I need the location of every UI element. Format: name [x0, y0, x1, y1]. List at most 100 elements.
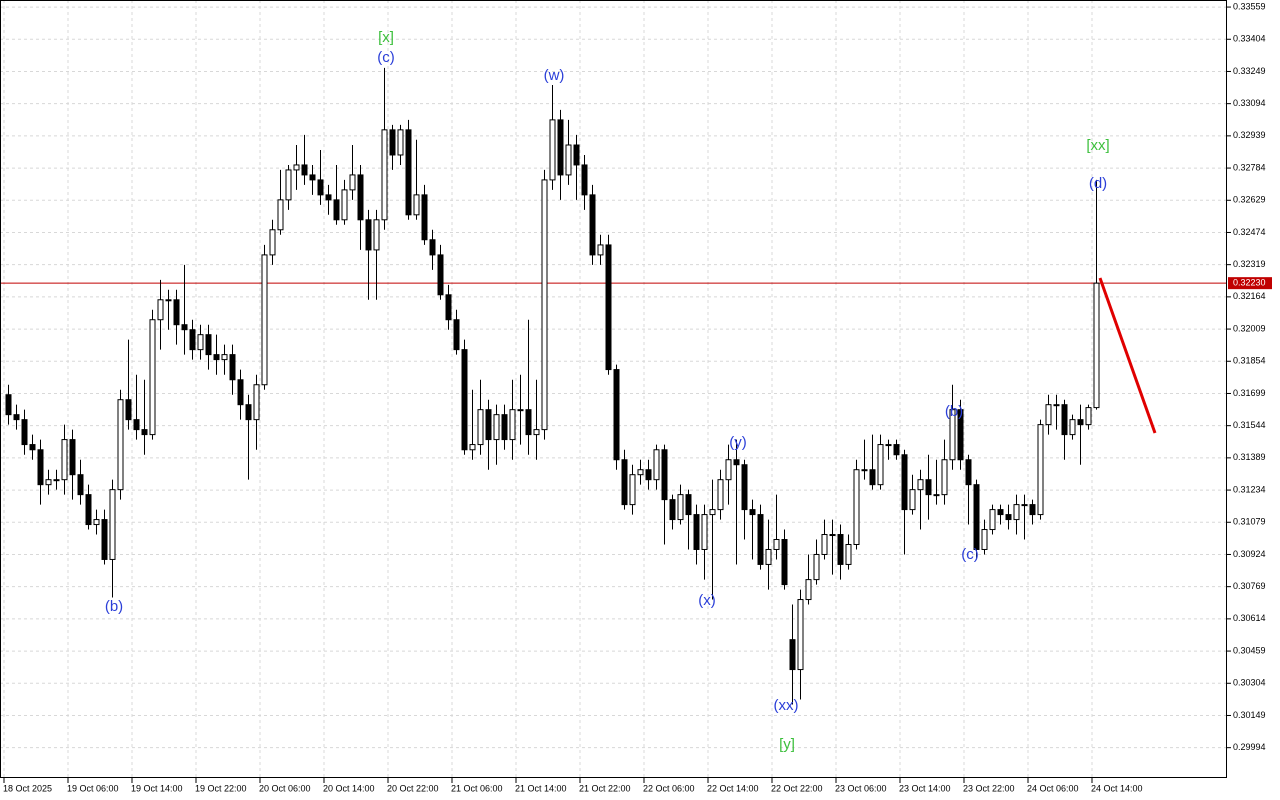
candle-body: [685, 494, 692, 516]
candle-body: [213, 354, 220, 361]
candle-body: [429, 239, 436, 256]
candle-body: [317, 179, 324, 196]
candle-body: [229, 354, 236, 381]
x-tick-label: 21 Oct 06:00: [451, 783, 503, 793]
candle-body: [173, 299, 180, 326]
candle-body: [365, 219, 372, 251]
y-tick-label: 0.31699: [1233, 388, 1266, 398]
candle-body: [949, 409, 956, 461]
candle-body: [53, 479, 60, 482]
candle-body: [717, 479, 724, 511]
candles: [5, 67, 1100, 705]
candle-body: [917, 479, 924, 491]
candle-body: [5, 394, 12, 416]
candle-body: [629, 474, 636, 506]
candle-body: [285, 169, 292, 201]
candle-body: [573, 144, 580, 166]
x-tick-label: 21 Oct 22:00: [579, 783, 631, 793]
candle-body: [909, 489, 916, 511]
candle-body: [453, 319, 460, 351]
y-tick-label: 0.32164: [1233, 291, 1266, 301]
candle-body: [269, 229, 276, 256]
wave-label: (b): [945, 403, 963, 420]
candle-body: [381, 129, 388, 221]
candle-body: [1085, 407, 1092, 426]
candle-body: [893, 444, 900, 456]
x-tick-label: 19 Oct 22:00: [195, 783, 247, 793]
y-tick-label: 0.31079: [1233, 517, 1266, 527]
wave-label: (d): [1089, 175, 1107, 192]
candle-body: [845, 543, 852, 565]
candle-body: [21, 419, 28, 446]
wave-label: (b): [105, 598, 123, 615]
y-tick-label: 0.32784: [1233, 162, 1266, 172]
candle-body: [589, 194, 596, 256]
candle-body: [581, 164, 588, 196]
candle-body: [701, 514, 708, 550]
candle-body: [517, 409, 524, 412]
candle-body: [1013, 504, 1020, 521]
candle-body: [149, 319, 156, 436]
candle-body: [165, 299, 172, 302]
candle-body: [333, 199, 340, 221]
candle-body: [637, 469, 644, 476]
candle-body: [973, 484, 980, 550]
candle-body: [621, 459, 628, 506]
candle-body: [349, 174, 356, 191]
y-tick-label: 0.30924: [1233, 549, 1266, 559]
y-tick-label: 0.33249: [1233, 66, 1266, 76]
candle-body: [325, 194, 332, 201]
candle-body: [357, 174, 364, 221]
x-tick-label: 22 Oct 14:00: [707, 783, 759, 793]
candle-body: [709, 509, 716, 516]
x-tick-label: 23 Oct 06:00: [835, 783, 887, 793]
candle-body: [725, 459, 732, 481]
x-tick-label: 20 Oct 14:00: [323, 783, 375, 793]
labels: 0.33559 0.33404 0.33249 0.33094 0.32939 0.327…: [3, 1, 1272, 793]
candle-body: [925, 479, 932, 496]
candle-body: [805, 579, 812, 601]
candle-body: [773, 539, 780, 550]
candle-body: [813, 553, 820, 581]
candle-body: [541, 179, 548, 431]
candle-body: [125, 399, 132, 421]
y-tick-label: 0.31854: [1233, 356, 1266, 366]
candle-body: [749, 509, 756, 516]
x-tick-label: 23 Oct 14:00: [899, 783, 951, 793]
candle-body: [69, 439, 76, 476]
candle-body: [1069, 419, 1076, 436]
candle-body: [261, 254, 268, 386]
candle-body: [1053, 404, 1060, 407]
candle-body: [1037, 424, 1044, 516]
x-tick-label: 20 Oct 06:00: [259, 783, 311, 793]
candle-body: [221, 354, 228, 361]
candle-body: [309, 174, 316, 181]
candle-body: [197, 334, 204, 351]
candle-body: [413, 194, 420, 216]
candle-body: [741, 464, 748, 511]
plot-frame: [0, 0, 1227, 778]
x-tick-label: 23 Oct 22:00: [963, 783, 1015, 793]
wave-label: (y): [729, 434, 747, 451]
candle-body: [885, 444, 892, 447]
candle-body: [493, 414, 500, 441]
y-tick-label: 0.32319: [1233, 259, 1266, 269]
candle-body: [485, 409, 492, 441]
candle-body: [133, 419, 140, 431]
candle-body: [141, 429, 148, 436]
y-tick-label: 0.31389: [1233, 452, 1266, 462]
candle-body: [501, 414, 508, 441]
candle-body: [861, 469, 868, 472]
wave-label: (x): [698, 592, 716, 609]
y-tick-label: 0.32939: [1233, 130, 1266, 140]
candle-body: [1029, 504, 1036, 516]
y-tick-label: 0.33094: [1233, 98, 1266, 108]
wave-label: (c): [961, 546, 979, 563]
candle-body: [525, 409, 532, 436]
candle-body: [1045, 404, 1052, 426]
candle-body: [781, 539, 788, 586]
x-tick-label: 22 Oct 06:00: [643, 783, 695, 793]
candle-body: [789, 639, 796, 671]
candle-body: [61, 439, 68, 481]
candle-body: [853, 469, 860, 545]
